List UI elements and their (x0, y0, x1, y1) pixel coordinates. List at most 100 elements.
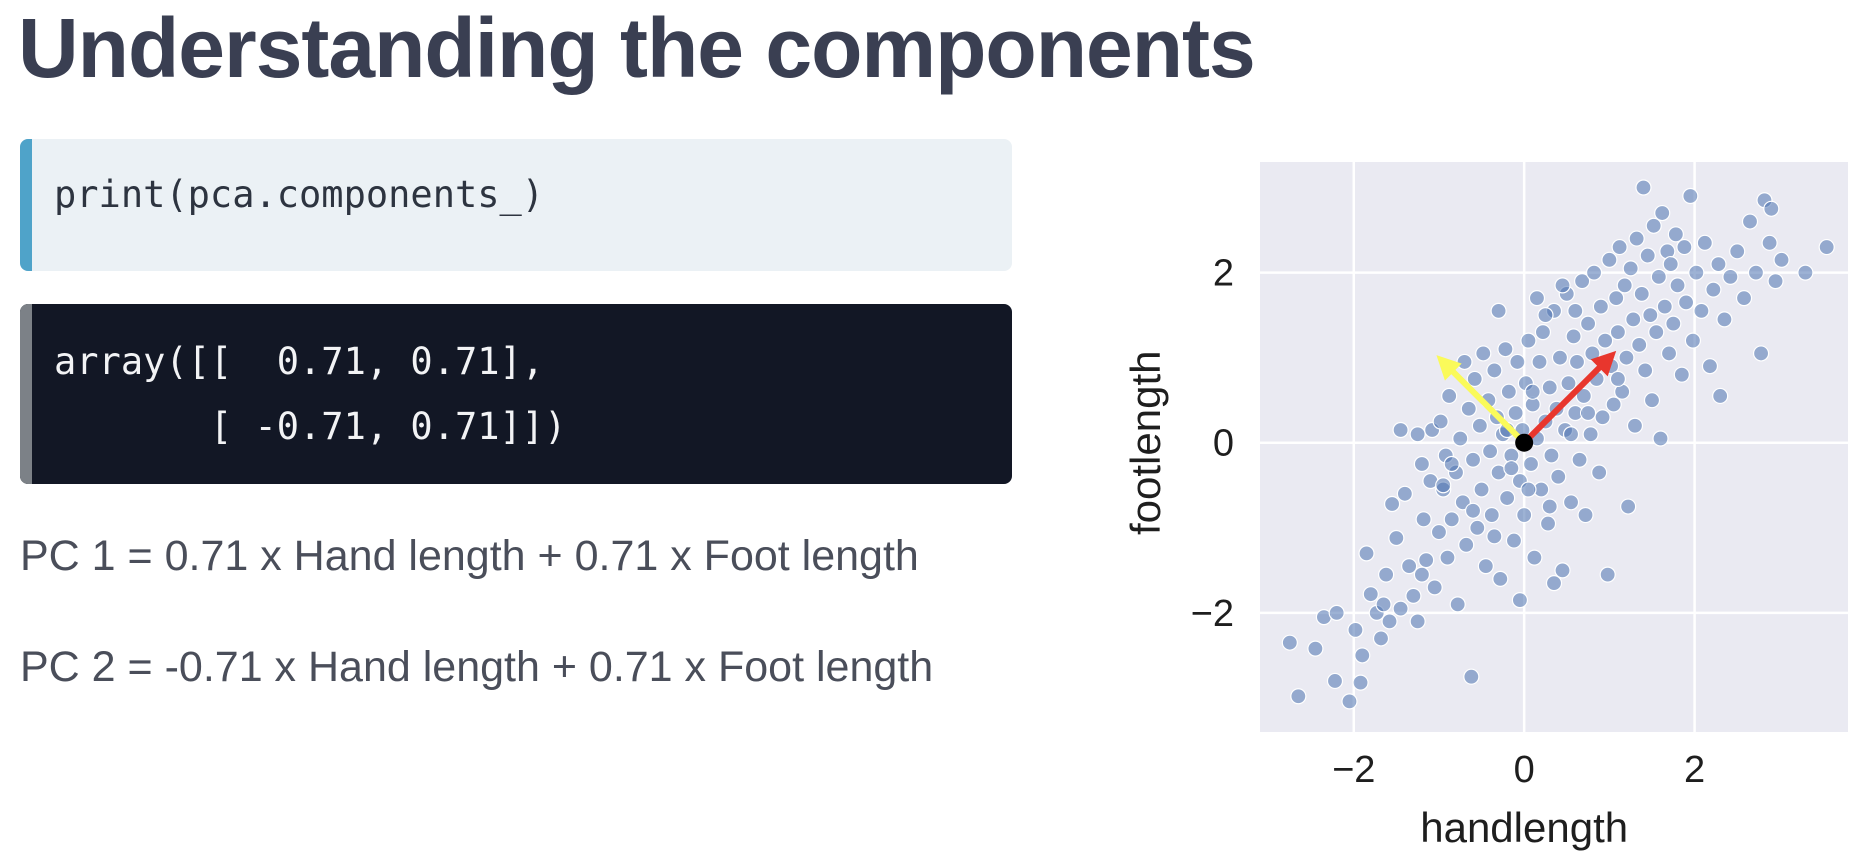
scatter-point (1616, 277, 1633, 294)
scatter-point (1585, 264, 1603, 281)
scatter-point (1392, 600, 1409, 617)
scatter-point (1490, 302, 1507, 319)
scatter-point (1637, 362, 1654, 379)
scatter-point (1524, 383, 1541, 400)
scatter-chart: −2 0 2 −2 0 2 handlength footlength (1122, 162, 1848, 851)
scatter-point (1409, 613, 1426, 630)
scatter-point (1712, 387, 1729, 405)
scatter-point (1401, 558, 1418, 575)
scatter-point (1511, 592, 1529, 609)
pc2-arrow (1436, 355, 1527, 445)
scatter-point (1435, 477, 1452, 494)
scatter-point (1669, 277, 1686, 294)
scatter-point (1752, 345, 1770, 362)
scatter-point (1372, 630, 1390, 647)
scatter-point (1609, 370, 1627, 388)
y-axis-label: footlength (1122, 350, 1169, 535)
scatter-point (1522, 455, 1540, 473)
scatter-point (1473, 481, 1490, 498)
scatter-point (1652, 430, 1669, 447)
scatter-point (1716, 311, 1733, 328)
scatter-point (1605, 396, 1622, 413)
scatter-point (1635, 179, 1652, 196)
scatter-point (1609, 324, 1627, 341)
equation-pc1: PC 1 = 0.71 x Hand length + 0.71 x Foot … (20, 532, 919, 580)
scatter-point (1541, 498, 1558, 515)
scatter-point (1574, 273, 1591, 290)
code-input-block: print(pca.components_) (20, 139, 1012, 271)
scatter-point (1567, 302, 1584, 319)
x-tick-label: 2 (1684, 749, 1705, 791)
scatter-point (1673, 366, 1690, 383)
scatter-point (1554, 277, 1571, 294)
scatter-point (1620, 498, 1637, 515)
scatter-point (1471, 417, 1488, 434)
scatter-point (1520, 481, 1537, 498)
scatter-point (1378, 566, 1395, 583)
scatter-point (1696, 234, 1713, 251)
scatter-point (1520, 332, 1537, 349)
scatter-point (1656, 298, 1673, 315)
scatter-point (1388, 529, 1405, 547)
scatter-point (1693, 302, 1710, 319)
component-vectors (1436, 350, 1617, 452)
scatter-point (1701, 358, 1719, 375)
scatter-point (1362, 586, 1379, 603)
scatter-point (1568, 353, 1586, 371)
scatter-point (1307, 640, 1324, 657)
scatter-point (1705, 281, 1722, 298)
scatter-point (1375, 596, 1392, 613)
scatter-point (1562, 494, 1580, 511)
scatter-point (1622, 260, 1639, 277)
scatter-point (1443, 455, 1460, 473)
scatter-points (1281, 179, 1835, 710)
scatter-point (1381, 613, 1398, 630)
scatter-point (1579, 315, 1597, 332)
scatter-point (1611, 238, 1628, 256)
scatter-point (1545, 575, 1563, 592)
scatter-point (1551, 349, 1569, 366)
plot-area (1260, 162, 1848, 732)
scatter-point (1660, 345, 1678, 362)
scatter-point (1688, 264, 1705, 281)
scatter-point (1541, 379, 1558, 396)
scatter-point (1500, 383, 1517, 400)
scatter-point (1358, 545, 1375, 562)
scatter-point (1537, 307, 1554, 324)
scatter-point (1676, 238, 1693, 256)
scatter-point (1601, 251, 1618, 268)
y-tick-label: 0 (1213, 423, 1234, 465)
scatter-point (1797, 264, 1814, 281)
scatter-point (1722, 268, 1739, 285)
scatter-point (1543, 447, 1560, 464)
scatter-point (1575, 387, 1592, 405)
scatter-point (1763, 200, 1780, 217)
scatter-point (1735, 290, 1753, 307)
scatter-point (1499, 489, 1516, 507)
x-tick-label: −2 (1332, 749, 1375, 791)
scatter-point (1584, 345, 1601, 362)
scatter-point (1633, 285, 1650, 302)
scatter-point (1486, 528, 1503, 545)
code-input-accent-bar (20, 139, 32, 271)
scatter-point (1684, 332, 1702, 349)
scatter-point (1432, 413, 1449, 430)
scatter-point (1466, 370, 1483, 388)
scatter-point (1439, 549, 1456, 566)
scatter-point (1526, 549, 1543, 566)
scatter-point (1631, 336, 1648, 354)
scatter-point (1625, 311, 1642, 328)
scatter-point (1516, 506, 1533, 524)
scatter-point (1290, 688, 1307, 705)
scatter-point (1509, 353, 1526, 371)
scatter-point (1662, 255, 1679, 273)
scatter-point (1328, 604, 1345, 621)
scatter-point (1682, 187, 1699, 205)
y-tick-label: 2 (1213, 253, 1234, 295)
code-output-line-2: [ -0.71, 0.71]]) (54, 405, 567, 448)
scatter-point (1531, 353, 1548, 371)
scatter-point (1591, 464, 1608, 481)
scatter-point (1464, 502, 1482, 519)
scatter-point (1392, 421, 1409, 439)
scatter-point (1565, 328, 1582, 345)
